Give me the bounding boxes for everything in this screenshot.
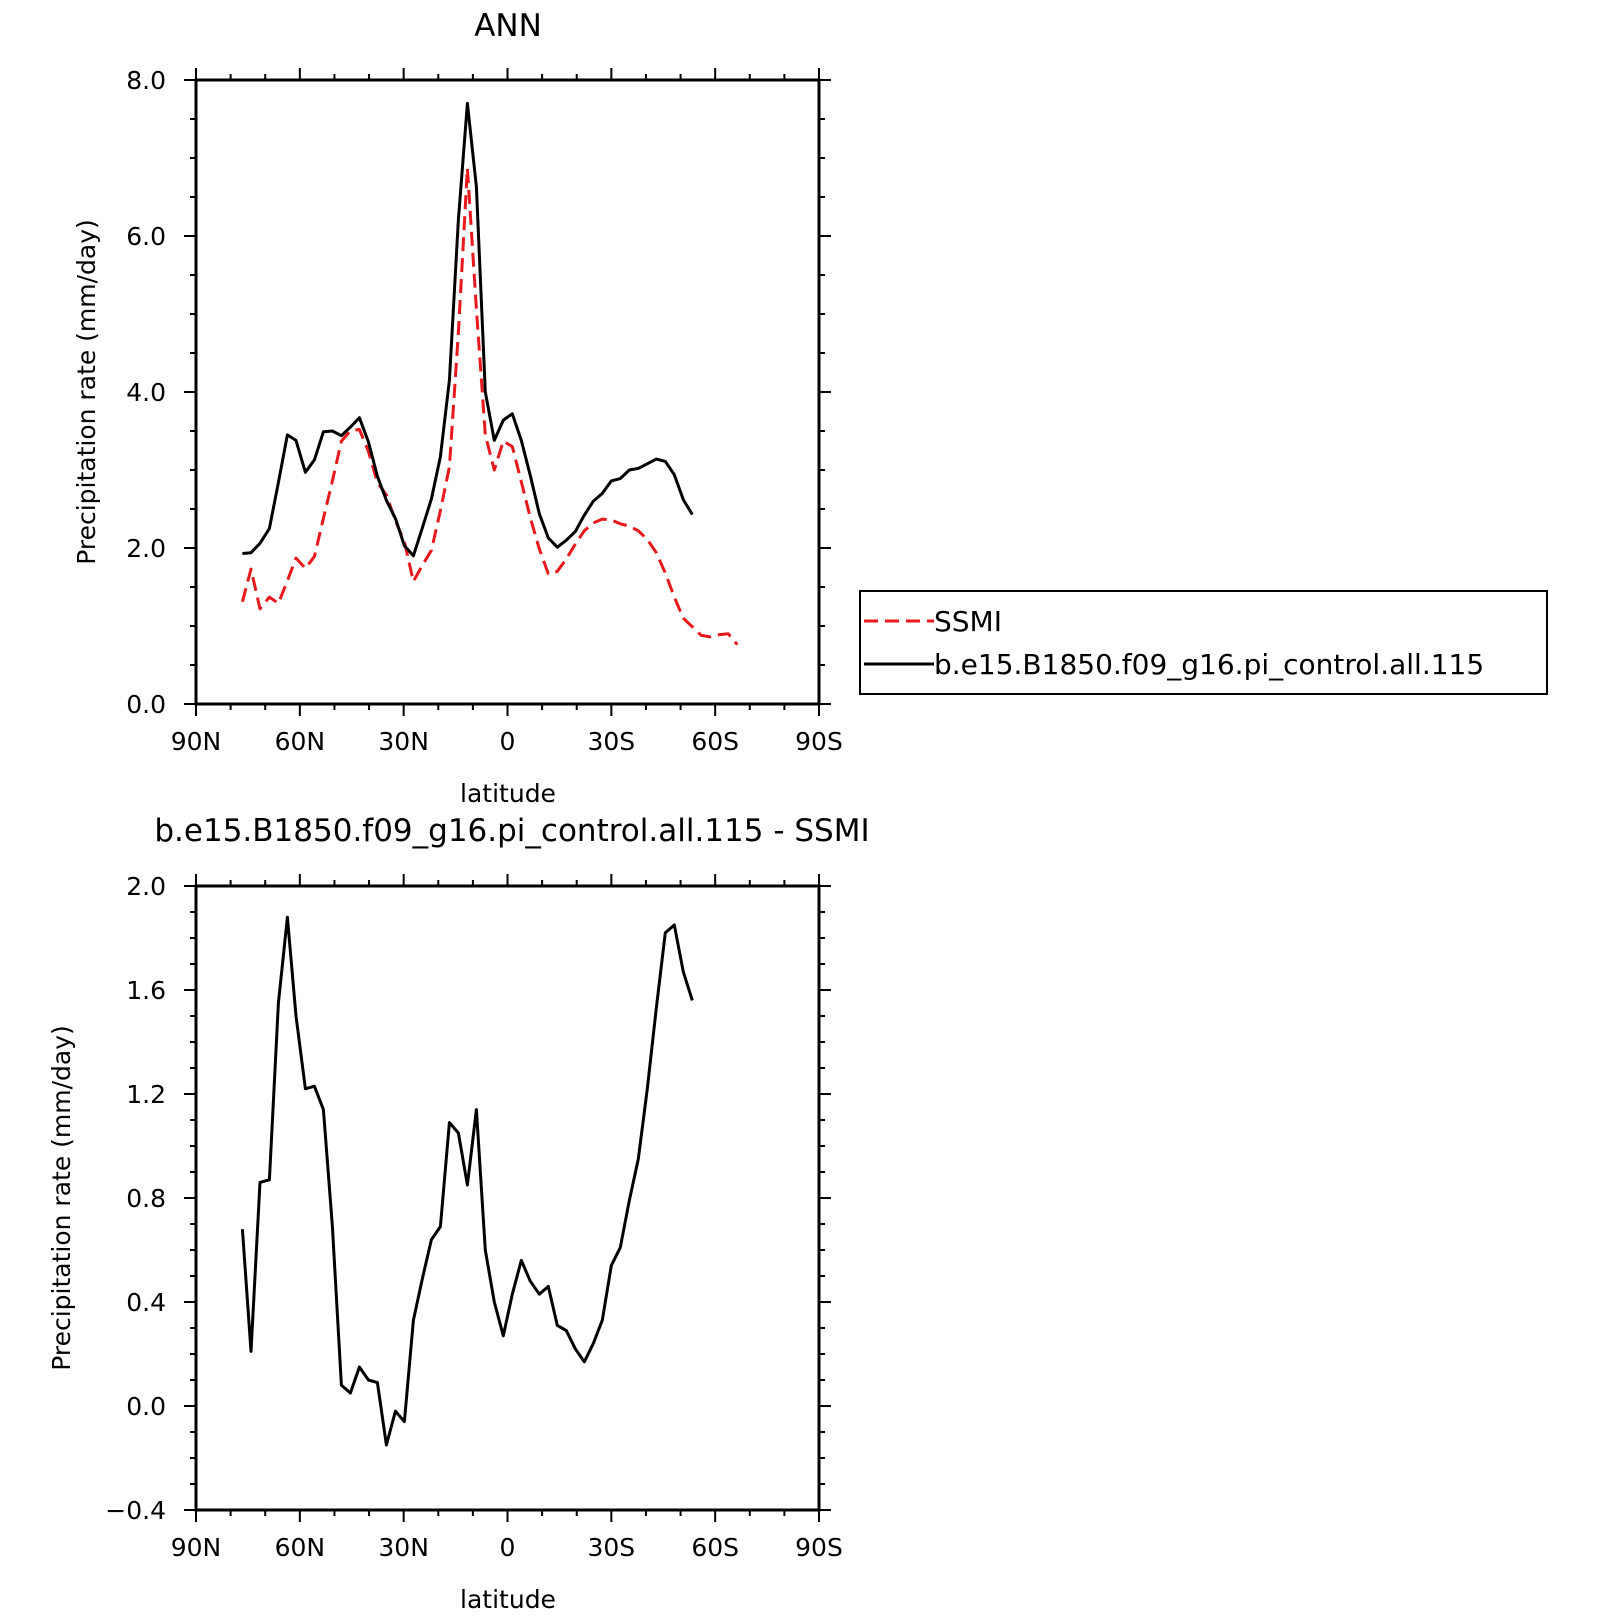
legend-label-ssmi: SSMI bbox=[934, 605, 1002, 638]
y-tick-label: 2.0 bbox=[126, 534, 166, 563]
y-tick-label: 6.0 bbox=[126, 222, 166, 251]
x-tick-label: 30N bbox=[378, 727, 429, 756]
bottom-chart-title: b.e15.B1850.f09_g16.pi_control.all.115 -… bbox=[154, 813, 869, 849]
bottom-x-axis-label: latitude bbox=[460, 1585, 556, 1614]
x-tick-label: 0 bbox=[500, 727, 516, 756]
x-tick-label: 30S bbox=[587, 1533, 635, 1562]
x-tick-label: 60S bbox=[691, 1533, 739, 1562]
y-tick-label: 0.8 bbox=[126, 1184, 166, 1213]
bottom-plot-frame bbox=[194, 884, 821, 1512]
legend-label-model: b.e15.B1850.f09_g16.pi_control.all.115 bbox=[934, 648, 1484, 681]
x-tick-label: 60N bbox=[275, 1533, 326, 1562]
x-tick-label: 30S bbox=[587, 727, 635, 756]
x-tick-label: 90N bbox=[171, 727, 222, 756]
top-y-axis-label: Precipitation rate (mm/day) bbox=[72, 219, 101, 565]
legend-box bbox=[859, 590, 1548, 695]
bottom-y-axis-label: Precipitation rate (mm/day) bbox=[47, 1025, 76, 1371]
y-tick-label: 1.2 bbox=[126, 1080, 166, 1109]
top-x-axis-label: latitude bbox=[460, 779, 556, 808]
y-tick-label: 1.6 bbox=[126, 976, 166, 1005]
top-y-tick-labels: 0.0 2.0 4.0 6.0 8.0 bbox=[126, 66, 166, 719]
series-line-b-e15-b1850-f09-g16-pi-control-all-115 bbox=[242, 101, 694, 558]
y-tick-label: 4.0 bbox=[126, 378, 166, 407]
top-chart-title: ANN bbox=[474, 8, 542, 44]
legend: SSMI b.e15.B1850.f09_g16.pi_control.all.… bbox=[859, 590, 1548, 695]
y-tick-label: 0.0 bbox=[126, 1392, 166, 1421]
x-tick-label: 90S bbox=[795, 727, 843, 756]
difference-series-line bbox=[240, 915, 694, 1447]
top-x-tick-labels: 90N 60N 30N 0 30S 60S 90S bbox=[171, 727, 843, 756]
y-tick-label: 2.0 bbox=[126, 872, 166, 901]
y-tick-label: 0.0 bbox=[126, 690, 166, 719]
bottom-series-lines bbox=[240, 915, 694, 1447]
x-tick-label: 90S bbox=[795, 1533, 843, 1562]
top-plot-frame bbox=[194, 78, 821, 706]
y-tick-label: −0.4 bbox=[105, 1496, 166, 1525]
y-tick-label: 8.0 bbox=[126, 66, 166, 95]
top-ticks bbox=[184, 68, 831, 716]
series-line-ssmi bbox=[240, 166, 739, 646]
x-tick-label: 90N bbox=[171, 1533, 222, 1562]
bottom-x-tick-labels: 90N 60N 30N 0 30S 60S 90S bbox=[171, 1533, 843, 1562]
bottom-y-tick-labels: −0.4 0.0 0.4 0.8 1.2 1.6 2.0 bbox=[105, 872, 166, 1525]
x-tick-label: 30N bbox=[378, 1533, 429, 1562]
bottom-panel: b.e15.B1850.f09_g16.pi_control.all.115 -… bbox=[47, 813, 870, 1614]
x-tick-label: 60S bbox=[691, 727, 739, 756]
top-series-lines bbox=[240, 101, 739, 646]
x-tick-label: 60N bbox=[275, 727, 326, 756]
x-tick-label: 0 bbox=[500, 1533, 516, 1562]
top-panel: ANN 0.02.04.06.08.0 90N 60N 30N 0 30S 60S 90S … bbox=[72, 8, 1548, 808]
y-tick-label: 0.4 bbox=[126, 1288, 166, 1317]
